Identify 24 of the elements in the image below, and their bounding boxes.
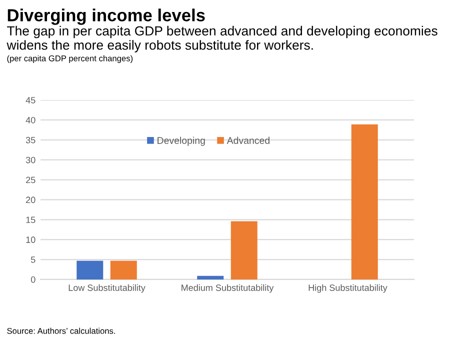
chart-title: Diverging income levels <box>8 8 205 25</box>
y-tick-label: 45 <box>26 97 36 104</box>
bar <box>197 276 224 280</box>
y-axis-title: (per capita GDP percent changes) <box>7 55 133 63</box>
y-tick-label: 0 <box>30 276 36 283</box>
chart-subtitle: The gap in per capita GDP between advanced and developing economies widens the more easily robots substitute for workers. <box>6 26 438 52</box>
y-tick-label: 40 <box>26 116 36 124</box>
x-tick-label: Low Substitutability <box>68 284 146 293</box>
y-tick-label: 25 <box>26 176 36 184</box>
y-tick-label: 15 <box>26 216 36 224</box>
bar <box>230 221 258 280</box>
y-tick-label: 5 <box>30 256 36 263</box>
y-tick-label: 10 <box>26 236 36 243</box>
legend-label: Advanced <box>226 136 270 144</box>
y-tick-label: 20 <box>26 196 36 204</box>
y-tick-label: 30 <box>26 156 36 164</box>
source-note: Source: Authors’ calculations. <box>7 328 115 334</box>
legend-label: Developing <box>158 136 205 146</box>
bar <box>351 124 378 280</box>
x-tick-label: Medium Substitutability <box>182 284 274 293</box>
bar <box>110 260 137 280</box>
x-tick-label: High Substitutability <box>308 284 388 293</box>
y-tick-label: 35 <box>26 136 36 144</box>
bar <box>76 260 104 280</box>
